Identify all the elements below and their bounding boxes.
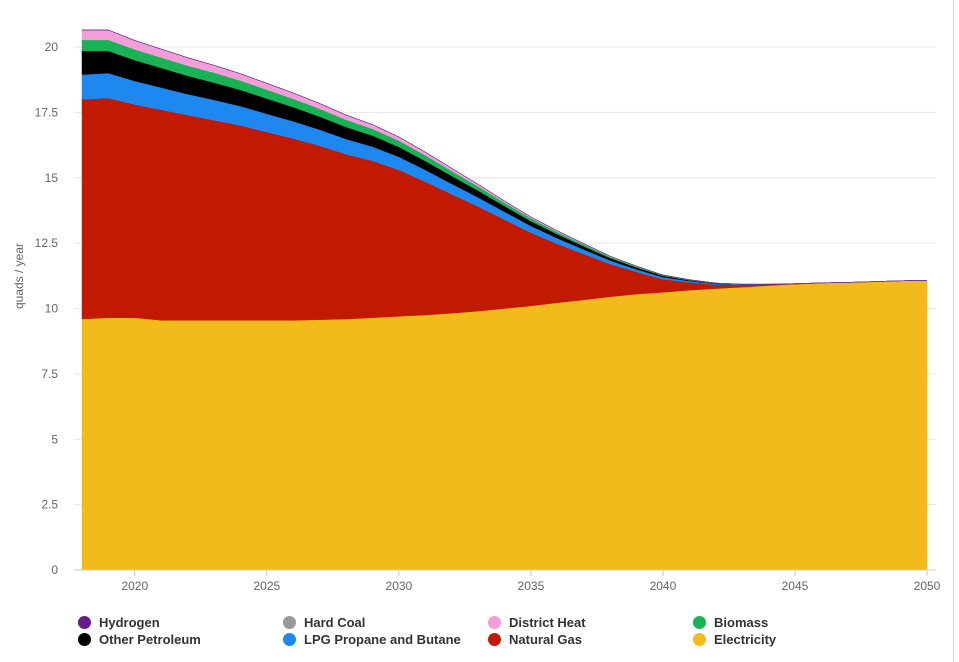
legend-item-natural-gas[interactable]: Natural Gas bbox=[488, 631, 693, 648]
y-tick-label: 17.5 bbox=[35, 105, 59, 119]
x-tick-label: 2030 bbox=[386, 579, 413, 593]
legend-label: Hydrogen bbox=[99, 615, 160, 630]
x-tick-label: 2040 bbox=[650, 579, 677, 593]
y-tick-label: 12.5 bbox=[35, 236, 59, 250]
x-tick-label: 2020 bbox=[121, 579, 148, 593]
legend-item-other-petroleum[interactable]: Other Petroleum bbox=[78, 631, 283, 648]
area-electricity[interactable] bbox=[81, 280, 928, 571]
y-tick-label: 0 bbox=[51, 563, 58, 577]
legend-dot-icon bbox=[78, 633, 91, 646]
x-tick-label: 2045 bbox=[782, 579, 809, 593]
legend-item-hydrogen[interactable]: Hydrogen bbox=[78, 614, 283, 631]
legend-item-electricity[interactable]: Electricity bbox=[693, 631, 898, 648]
legend-label: Hard Coal bbox=[304, 615, 366, 630]
legend-label: LPG Propane and Butane bbox=[304, 632, 461, 647]
legend-item-lpg[interactable]: LPG Propane and Butane bbox=[283, 631, 488, 648]
area-hydrogen[interactable] bbox=[82, 29, 928, 285]
legend-label: Electricity bbox=[714, 632, 777, 647]
x-tick-label: 2025 bbox=[253, 579, 280, 593]
legend-label: District Heat bbox=[509, 615, 586, 630]
series-areas bbox=[81, 29, 928, 571]
legend-dot-icon bbox=[488, 633, 501, 646]
y-tick-label: 2.5 bbox=[41, 498, 58, 512]
legend-label: Natural Gas bbox=[509, 632, 582, 647]
y-tick-label: 10 bbox=[45, 302, 59, 316]
legend-row: Hydrogen Hard Coal District Heat Biomass bbox=[78, 614, 938, 631]
x-tick-label: 2035 bbox=[518, 579, 545, 593]
legend-dot-icon bbox=[283, 616, 296, 629]
frame-edge bbox=[953, 0, 954, 662]
x-tick-label: 2050 bbox=[914, 579, 941, 593]
legend-dot-icon bbox=[488, 616, 501, 629]
legend-item-hard-coal[interactable]: Hard Coal bbox=[283, 614, 488, 631]
x-axis-ticks: 2020 2025 2030 2035 2040 2045 2050 bbox=[121, 570, 941, 593]
y-axis-ticks: 0 2.5 5 7.5 10 12.5 15 17.5 20 bbox=[35, 40, 59, 577]
y-tick-label: 7.5 bbox=[41, 367, 58, 381]
legend-dot-icon bbox=[693, 633, 706, 646]
legend-dot-icon bbox=[283, 633, 296, 646]
y-tick-label: 15 bbox=[45, 171, 59, 185]
y-tick-label: 20 bbox=[45, 40, 59, 54]
legend-item-district-heat[interactable]: District Heat bbox=[488, 614, 693, 631]
legend-row: Other Petroleum LPG Propane and Butane N… bbox=[78, 631, 938, 648]
legend-dot-icon bbox=[693, 616, 706, 629]
legend-label: Biomass bbox=[714, 615, 769, 630]
legend-dot-icon bbox=[78, 616, 91, 629]
legend-item-biomass[interactable]: Biomass bbox=[693, 614, 898, 631]
legend-label: Other Petroleum bbox=[99, 632, 201, 647]
legend: Hydrogen Hard Coal District Heat Biomass… bbox=[78, 614, 938, 648]
y-axis-label: quads / year bbox=[12, 243, 26, 309]
y-tick-label: 5 bbox=[51, 432, 58, 446]
